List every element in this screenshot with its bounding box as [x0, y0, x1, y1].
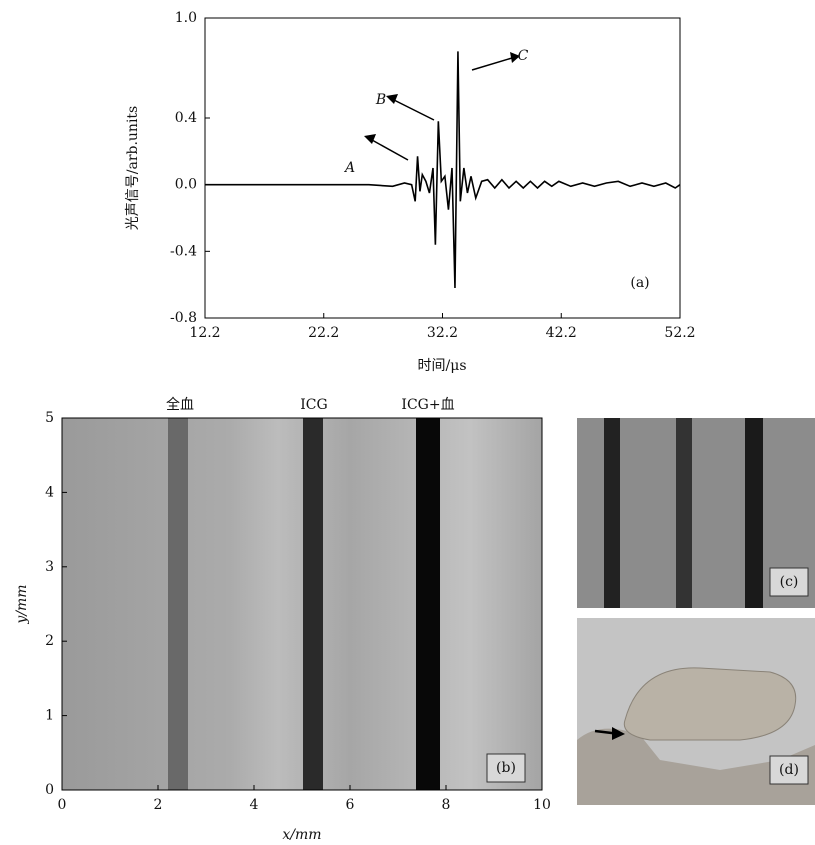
- plot-frame: [61, 417, 543, 791]
- annotation: A: [343, 160, 355, 176]
- annotation: (b): [496, 760, 516, 776]
- label-box: [769, 755, 809, 785]
- stripe: [676, 418, 692, 608]
- stripe: [604, 418, 620, 608]
- x-tick-label: 52.2: [664, 325, 695, 341]
- y-tick-label: 2: [45, 633, 54, 649]
- annotation: ICG: [300, 397, 327, 413]
- y-tick-label: 1: [45, 708, 54, 724]
- arrow-heads: [364, 52, 520, 144]
- y-tick-label: -0.4: [170, 243, 197, 259]
- panel-label: (c): [780, 574, 799, 590]
- image-background: [62, 418, 542, 790]
- tissue: [623, 667, 797, 741]
- x-tick-label: 0: [58, 797, 67, 813]
- stripe: [745, 418, 763, 608]
- y-tick-label: 1.0: [175, 10, 197, 26]
- x-tick-label: 2: [154, 797, 163, 813]
- y-tick-label: 0.0: [175, 177, 197, 193]
- tissue: [577, 728, 815, 805]
- arrow-head: [612, 727, 625, 740]
- x-axis-label: 时间/μs: [418, 358, 467, 374]
- annotation: 全血: [166, 396, 194, 413]
- stripe: [303, 418, 323, 790]
- y-axis-label: y/mm: [14, 584, 30, 624]
- x-tick-label: 10: [533, 797, 551, 813]
- y-tick-label: 0: [45, 782, 54, 798]
- x-tick-label: 4: [250, 797, 259, 813]
- annotation: B: [375, 92, 386, 108]
- panel-label: (d): [779, 762, 799, 778]
- x-tick-label: 32.2: [427, 325, 458, 341]
- label-box: [769, 567, 809, 597]
- y-tick-label: 4: [45, 484, 54, 500]
- y-axis-label: 光声信号/arb.units: [125, 106, 141, 231]
- line: [205, 51, 681, 289]
- y-tick-label: -0.8: [170, 310, 197, 326]
- annotation: (a): [630, 275, 649, 291]
- x-tick-label: 8: [442, 797, 451, 813]
- x-tick-label: 6: [346, 797, 355, 813]
- stripe: [416, 418, 440, 790]
- y-tick-label: 0.4: [175, 110, 197, 126]
- label-box: [486, 753, 526, 783]
- x-tick-label: 12.2: [189, 325, 220, 341]
- x-tick-label: 22.2: [308, 325, 339, 341]
- x-tick-label: 42.2: [546, 325, 577, 341]
- y-tick-label: 5: [45, 410, 54, 426]
- plot-frame: [204, 17, 681, 319]
- annotation: ICG+血: [401, 397, 454, 413]
- annotation: C: [518, 48, 529, 64]
- y-tick-label: 3: [45, 559, 54, 575]
- arrows: [371, 57, 513, 161]
- x-axis-label: x/mm: [282, 827, 321, 843]
- stripe: [168, 418, 188, 790]
